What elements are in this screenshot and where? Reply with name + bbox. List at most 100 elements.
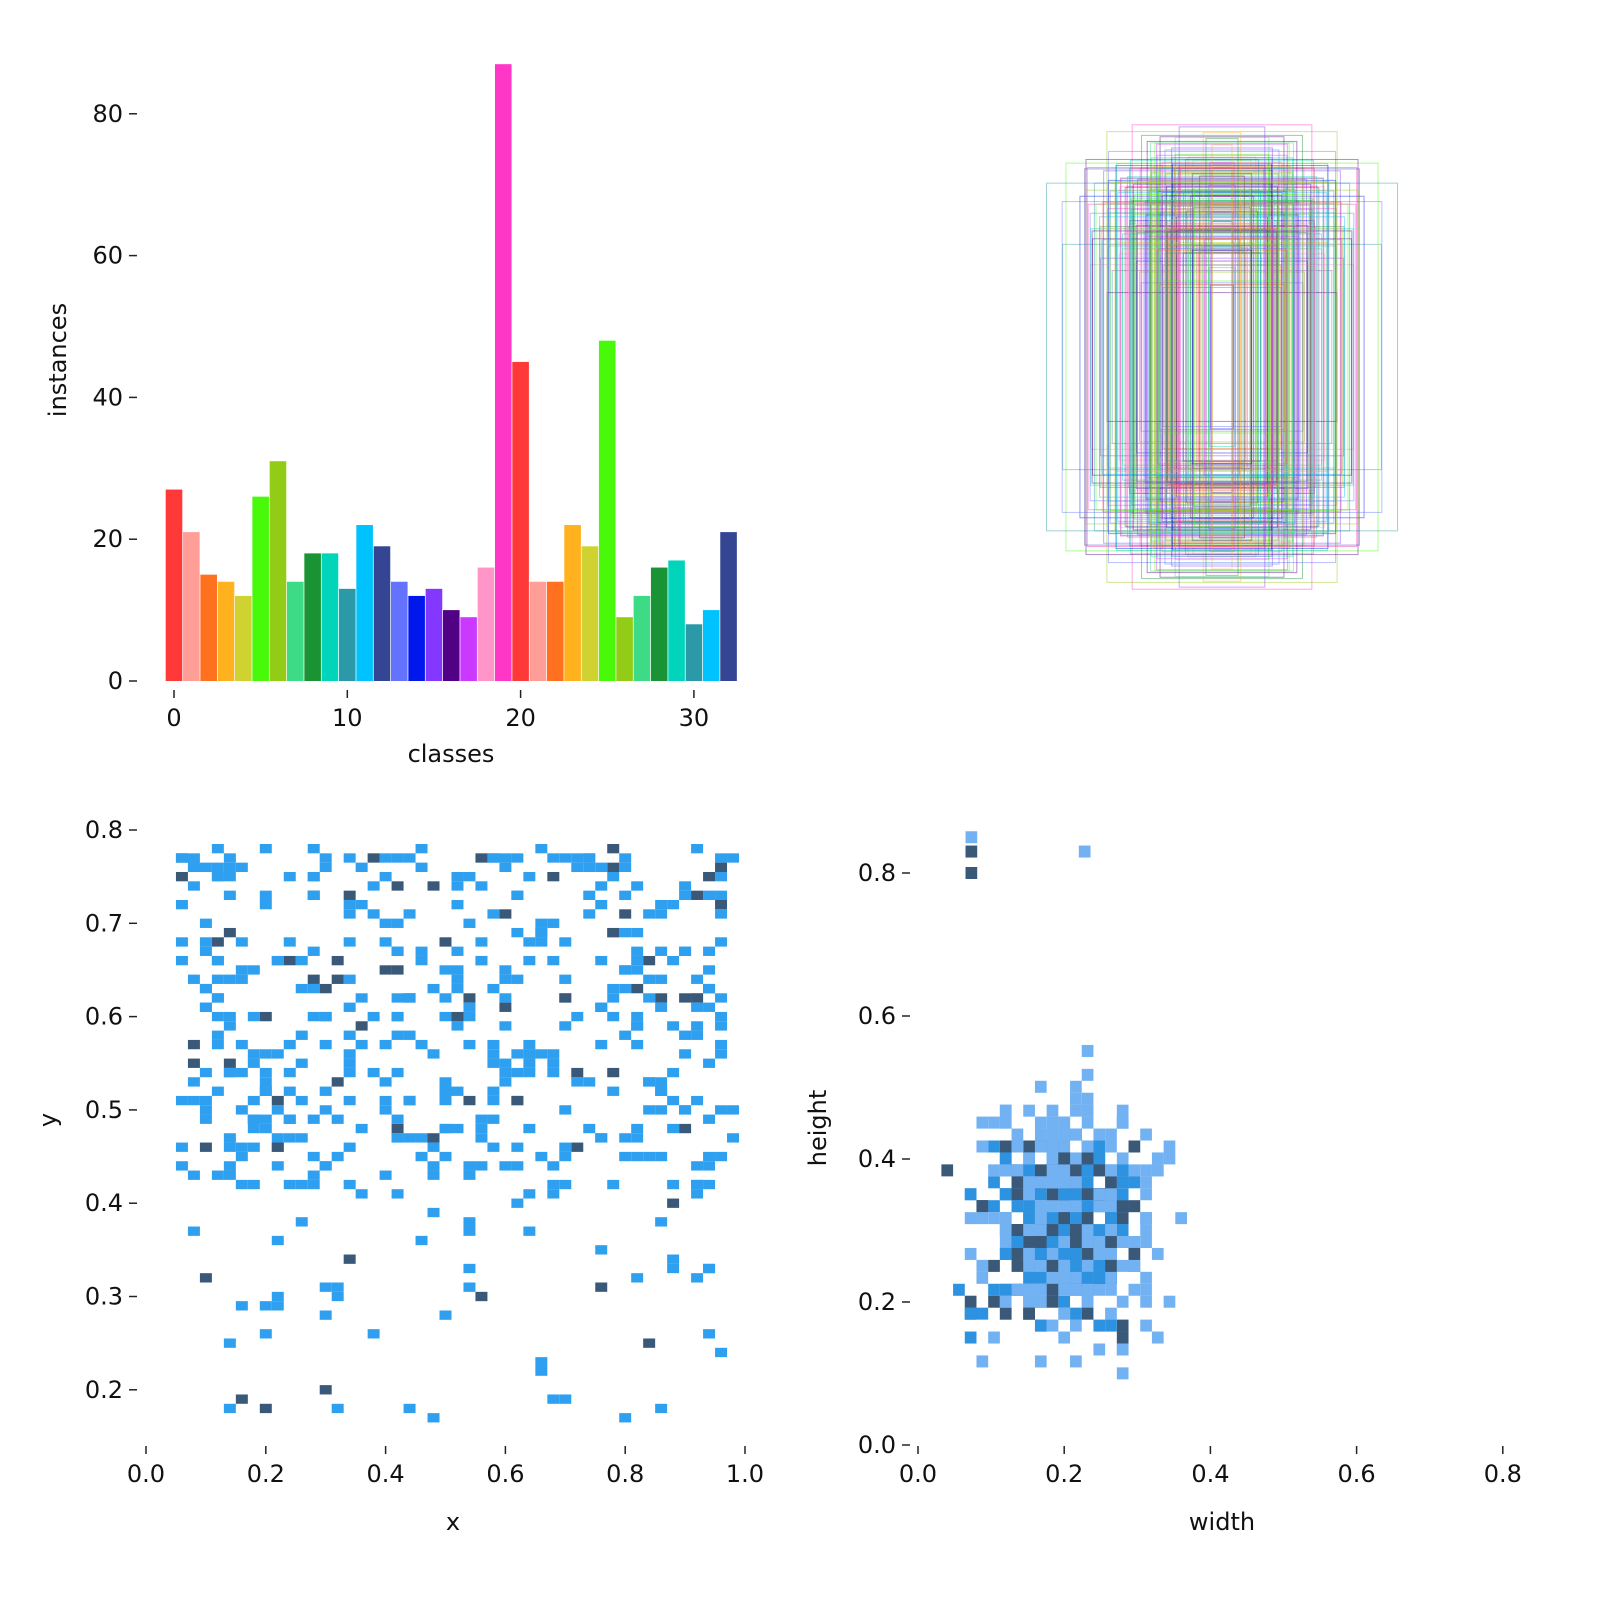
bar-class-19 (494, 64, 512, 682)
xy-bin (583, 853, 596, 863)
xy-bin (199, 946, 212, 956)
wh-bin (1070, 1152, 1082, 1165)
xy-bin (595, 881, 608, 891)
xy-bin (643, 993, 656, 1003)
xy-bin (547, 1179, 560, 1190)
bar-class-20 (512, 361, 529, 681)
xy-ylabel: y (34, 1113, 62, 1127)
wh-bin (999, 1247, 1012, 1260)
xy-bin (571, 1011, 584, 1022)
xy-bin (619, 909, 632, 919)
wh-bin (1046, 1188, 1059, 1201)
box-outline (1183, 189, 1261, 525)
xy-bin (259, 1011, 272, 1022)
box-outline (1169, 229, 1275, 485)
xy-bin (307, 1170, 320, 1180)
xy-bin (487, 983, 500, 994)
xy-bin (487, 1114, 500, 1124)
box-outline (1129, 223, 1315, 491)
wh-bin (1023, 1176, 1035, 1189)
xy-bin (223, 862, 236, 872)
box-outline (1191, 249, 1253, 465)
box-outline (1211, 144, 1233, 570)
xy-bin (559, 1151, 572, 1162)
box-outline (1172, 219, 1272, 495)
box-outline (1061, 201, 1383, 513)
wh-bin (1070, 1319, 1082, 1332)
wh-bin (1046, 1200, 1059, 1213)
xy-bin (391, 1030, 404, 1040)
xy-bin (295, 1058, 308, 1068)
xy-bin (523, 1049, 536, 1059)
xy-bin (427, 1142, 440, 1152)
xy-x-tick-label: 0.6 (486, 1460, 524, 1488)
xy-bin (283, 1039, 296, 1050)
xy-bin (331, 1403, 344, 1414)
xy-bin (379, 1170, 392, 1180)
box-outline (1155, 167, 1289, 547)
xy-bin (631, 1133, 644, 1143)
xy-bin (523, 1067, 536, 1078)
box-outline (1118, 253, 1326, 461)
box-outline (1171, 205, 1273, 509)
bar-class-18 (477, 567, 495, 681)
box-outline (1200, 211, 1244, 503)
xy-bin (451, 1011, 464, 1022)
xy-bin (607, 1086, 620, 1096)
wh-bin (1046, 1152, 1059, 1165)
box-outline (1089, 212, 1355, 502)
box-outline (1211, 164, 1233, 550)
xy-bin (391, 993, 404, 1003)
box-outline (1158, 211, 1286, 503)
xy-bin (535, 1366, 548, 1376)
wh-bin (1105, 1200, 1117, 1213)
xy-bin (523, 871, 536, 882)
xy-bin (499, 974, 512, 984)
wh-bin (1034, 1283, 1047, 1296)
box-outline (1158, 168, 1286, 546)
xy-bin (199, 1114, 212, 1124)
xy-bin (295, 1030, 308, 1040)
xy-bin (223, 1011, 236, 1022)
xy-bin (439, 1077, 452, 1087)
wh-bin (1023, 1259, 1035, 1272)
bar-class-27 (633, 595, 651, 681)
xy-bin (547, 853, 560, 863)
xy-bin (427, 1049, 440, 1059)
xy-bin (283, 955, 296, 966)
wh-bin (1128, 1176, 1141, 1189)
xy-bin (355, 993, 368, 1003)
wh-bin (1140, 1188, 1152, 1201)
xy-bin (499, 1058, 512, 1068)
box-outline (1177, 171, 1267, 543)
xy-bin (487, 1049, 500, 1059)
box-outline (1150, 142, 1294, 572)
box-outline (1145, 235, 1299, 479)
xy-bin (703, 871, 716, 882)
wh-bin (1034, 1188, 1047, 1201)
xy-bin (223, 871, 236, 882)
wh-bin (1011, 1283, 1024, 1296)
wh-bin (976, 1212, 989, 1225)
xy-bin (679, 1123, 692, 1134)
xy-bin (499, 1067, 512, 1078)
xy-bin (199, 1142, 212, 1152)
xy-bin (271, 1142, 284, 1152)
xy-bin (199, 862, 212, 872)
box-outline (1182, 191, 1262, 523)
box-outline (1107, 270, 1337, 444)
xy-bin (451, 871, 464, 882)
wh-bin (1070, 1247, 1082, 1260)
wh-bin (976, 1259, 989, 1272)
bar-y-tick-label: 40 (92, 383, 123, 411)
wh-bin (988, 1164, 1000, 1177)
xy-bin (259, 1114, 272, 1124)
box-outline (1161, 192, 1283, 522)
xy-bin (415, 1235, 428, 1246)
xy-bin (355, 862, 368, 872)
xy-bin (715, 853, 728, 863)
wh-bin (1070, 1104, 1082, 1117)
xy-bin (703, 1002, 716, 1012)
wh-bin (1116, 1212, 1129, 1225)
box-outline (1153, 235, 1291, 479)
